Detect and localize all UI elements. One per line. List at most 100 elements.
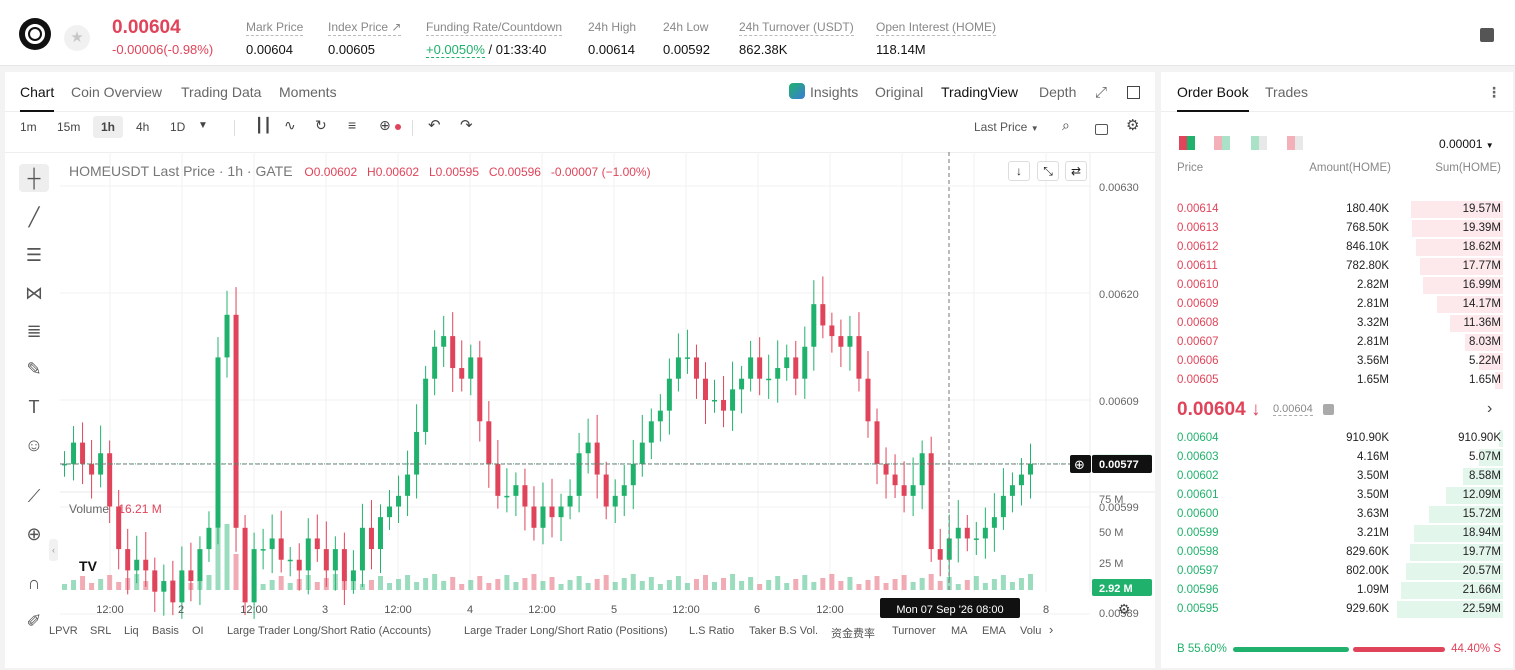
row-sum: 5.22M — [1469, 355, 1501, 367]
ask-row[interactable]: 0.00606 3.56M 5.22M — [1177, 352, 1503, 371]
bid-row[interactable]: 0.00602 3.50M 8.58M — [1177, 467, 1503, 486]
indicator-ema[interactable]: EMA — [982, 625, 1006, 637]
indicator-ma[interactable]: MA — [951, 625, 968, 637]
chevron-right-icon[interactable]: › — [1487, 400, 1493, 417]
tab-trading-data[interactable]: Trading Data — [181, 84, 262, 100]
interval-1m[interactable]: 1m — [20, 120, 37, 134]
ask-row[interactable]: 0.00612 846.10K 18.62M — [1177, 238, 1503, 257]
ask-row[interactable]: 0.00613 768.50K 19.39M — [1177, 219, 1503, 238]
ask-row[interactable]: 0.00610 2.82M 16.99M — [1177, 276, 1503, 295]
bid-row[interactable]: 0.00598 829.60K 19.77M — [1177, 543, 1503, 562]
indicator-volume[interactable]: Volu — [1020, 625, 1042, 637]
pattern-tool-icon[interactable]: ⋈ — [25, 283, 43, 303]
add-indicator-icon[interactable]: ⊕ — [379, 117, 391, 133]
bid-row[interactable]: 0.00596 1.09M 21.66M — [1177, 581, 1503, 600]
bid-row[interactable]: 0.00599 3.21M 18.94M — [1177, 524, 1503, 543]
text-tool-icon[interactable]: T — [28, 397, 40, 417]
tab-coin-overview[interactable]: Coin Overview — [71, 84, 163, 100]
interval-15m[interactable]: 15m — [57, 120, 81, 134]
tab-chart[interactable]: Chart — [20, 84, 55, 112]
zoom-tool-icon[interactable]: ⊕ — [26, 524, 42, 544]
candlestick-chart[interactable]: 0.00630 0.00620 0.00609 0.00599 0.00589 75 M 5… — [5, 72, 1155, 668]
trendline-tool-icon[interactable]: ╱ — [28, 207, 40, 227]
row-price: 0.00601 — [1177, 489, 1219, 501]
volume-bar — [558, 584, 564, 590]
bid-row[interactable]: 0.00601 3.50M 12.09M — [1177, 486, 1503, 505]
swap-icon[interactable]: ⇄ — [1065, 161, 1087, 181]
indicator-liq[interactable]: Liq — [124, 625, 139, 637]
row-sum: 8.58M — [1469, 470, 1501, 482]
lock-tool-icon[interactable]: ✐ — [26, 611, 42, 631]
collapse-toolbar-icon[interactable]: ‹ — [49, 539, 58, 561]
book-icon[interactable] — [1480, 28, 1494, 42]
tab-moments[interactable]: Moments — [279, 84, 337, 100]
tab-tradingview[interactable]: TradingView — [941, 84, 1019, 100]
tab-order-book[interactable]: Order Book — [1177, 84, 1249, 112]
ask-row[interactable]: 0.00607 2.81M 8.03M — [1177, 333, 1503, 352]
emoji-tool-icon[interactable]: ☺ — [24, 435, 44, 455]
indicator-funding-rate[interactable]: 资金费率 — [831, 628, 875, 640]
more-options-icon[interactable]: ⋮ — [1487, 84, 1501, 100]
ask-row[interactable]: 0.00605 1.65M 1.65M — [1177, 371, 1503, 390]
indicator-ls-ratio[interactable]: L.S Ratio — [689, 625, 735, 637]
ruler-tool-icon[interactable]: ⟋ — [27, 486, 41, 506]
list-icon[interactable]: ≡ — [348, 117, 357, 133]
expand-icon[interactable]: ⤢ — [1095, 84, 1108, 101]
time-tick: 12:00 — [816, 604, 844, 616]
indicators-next-icon[interactable]: › — [1049, 622, 1054, 637]
ask-row[interactable]: 0.00611 782.80K 17.77M — [1177, 257, 1503, 276]
settings-gear-icon[interactable]: ⚙ — [1126, 117, 1140, 134]
indicator-basis[interactable]: Basis — [152, 625, 179, 637]
indicators-icon[interactable]: ∿ — [284, 117, 296, 133]
volume-bar — [684, 583, 690, 590]
ai-insights-icon — [789, 83, 805, 99]
bid-row[interactable]: 0.00600 3.63M 15.72M — [1177, 505, 1503, 524]
horizontal-lines-tool-icon[interactable]: ☰ — [25, 245, 43, 265]
redo-icon[interactable]: ↷ — [460, 117, 473, 134]
indicator-srl[interactable]: SRL — [90, 625, 112, 637]
ask-row[interactable]: 0.00614 180.40K 19.57M — [1177, 200, 1503, 219]
tab-original[interactable]: Original — [875, 84, 924, 100]
brush-tool-icon[interactable]: ✎ — [26, 359, 42, 379]
volume-bar — [693, 579, 699, 590]
candle-type-icon[interactable]: ┃┃ — [255, 117, 272, 133]
magnet-tool-icon[interactable]: ∩ — [27, 573, 41, 593]
ask-row[interactable]: 0.00608 3.32M 11.36M — [1177, 314, 1503, 333]
ask-row[interactable]: 0.00609 2.81M 14.17M — [1177, 295, 1503, 314]
tab-depth[interactable]: Depth — [1039, 84, 1077, 100]
bid-row[interactable]: 0.00604 910.90K 910.90K — [1177, 429, 1503, 448]
indicator-taker-vol[interactable]: Taker B.S Vol. — [749, 625, 819, 637]
stat-index-price[interactable]: Index Price ↗ 0.00605 — [328, 20, 402, 57]
tab-insights[interactable]: Insights — [810, 84, 859, 100]
camera-icon[interactable] — [1095, 124, 1108, 135]
bid-row[interactable]: 0.00603 4.16M 5.07M — [1177, 448, 1503, 467]
candle-body — [829, 325, 835, 337]
indicator-turnover[interactable]: Turnover — [892, 625, 936, 637]
collapse-icon[interactable]: ⤡ — [1037, 161, 1059, 181]
interval-1h[interactable]: 1h — [93, 116, 124, 138]
bid-row[interactable]: 0.00597 802.00K 20.57M — [1177, 562, 1503, 581]
fullscreen-icon[interactable] — [1127, 86, 1140, 99]
price-type-select[interactable]: Last Price ▼ — [974, 120, 1039, 134]
interval-4h[interactable]: 4h — [136, 120, 150, 134]
view-split-icon[interactable] — [1214, 136, 1230, 150]
view-asks-icon[interactable] — [1287, 136, 1303, 150]
fib-tool-icon[interactable]: ≣ — [26, 321, 42, 341]
interval-1d[interactable]: 1D — [170, 120, 186, 134]
indicator-lt-ratio-accounts[interactable]: Large Trader Long/Short Ratio (Accounts) — [227, 625, 432, 637]
indicator-lt-ratio-positions[interactable]: Large Trader Long/Short Ratio (Positions… — [464, 625, 668, 637]
view-bids-icon[interactable] — [1251, 136, 1267, 150]
precision-select[interactable]: 0.00001 ▼ — [1439, 137, 1494, 151]
search-icon[interactable]: ⌕ — [1062, 117, 1070, 133]
bid-row[interactable]: 0.00595 929.60K 22.59M — [1177, 600, 1503, 619]
interval-dropdown-icon[interactable]: ▼ — [198, 120, 208, 131]
indicator-oi[interactable]: OI — [192, 625, 204, 637]
indicator-lpvr[interactable]: LPVR — [49, 625, 78, 637]
undo-icon[interactable]: ↶ — [428, 117, 441, 134]
favorite-star-icon[interactable]: ★ — [64, 25, 90, 51]
view-both-icon[interactable] — [1179, 136, 1195, 150]
crosshair-tool-icon[interactable]: ┼ — [19, 164, 49, 192]
scroll-down-icon[interactable]: ↓ — [1008, 161, 1030, 181]
refresh-icon[interactable]: ↻ — [315, 117, 327, 133]
tab-trades[interactable]: Trades — [1265, 84, 1309, 100]
